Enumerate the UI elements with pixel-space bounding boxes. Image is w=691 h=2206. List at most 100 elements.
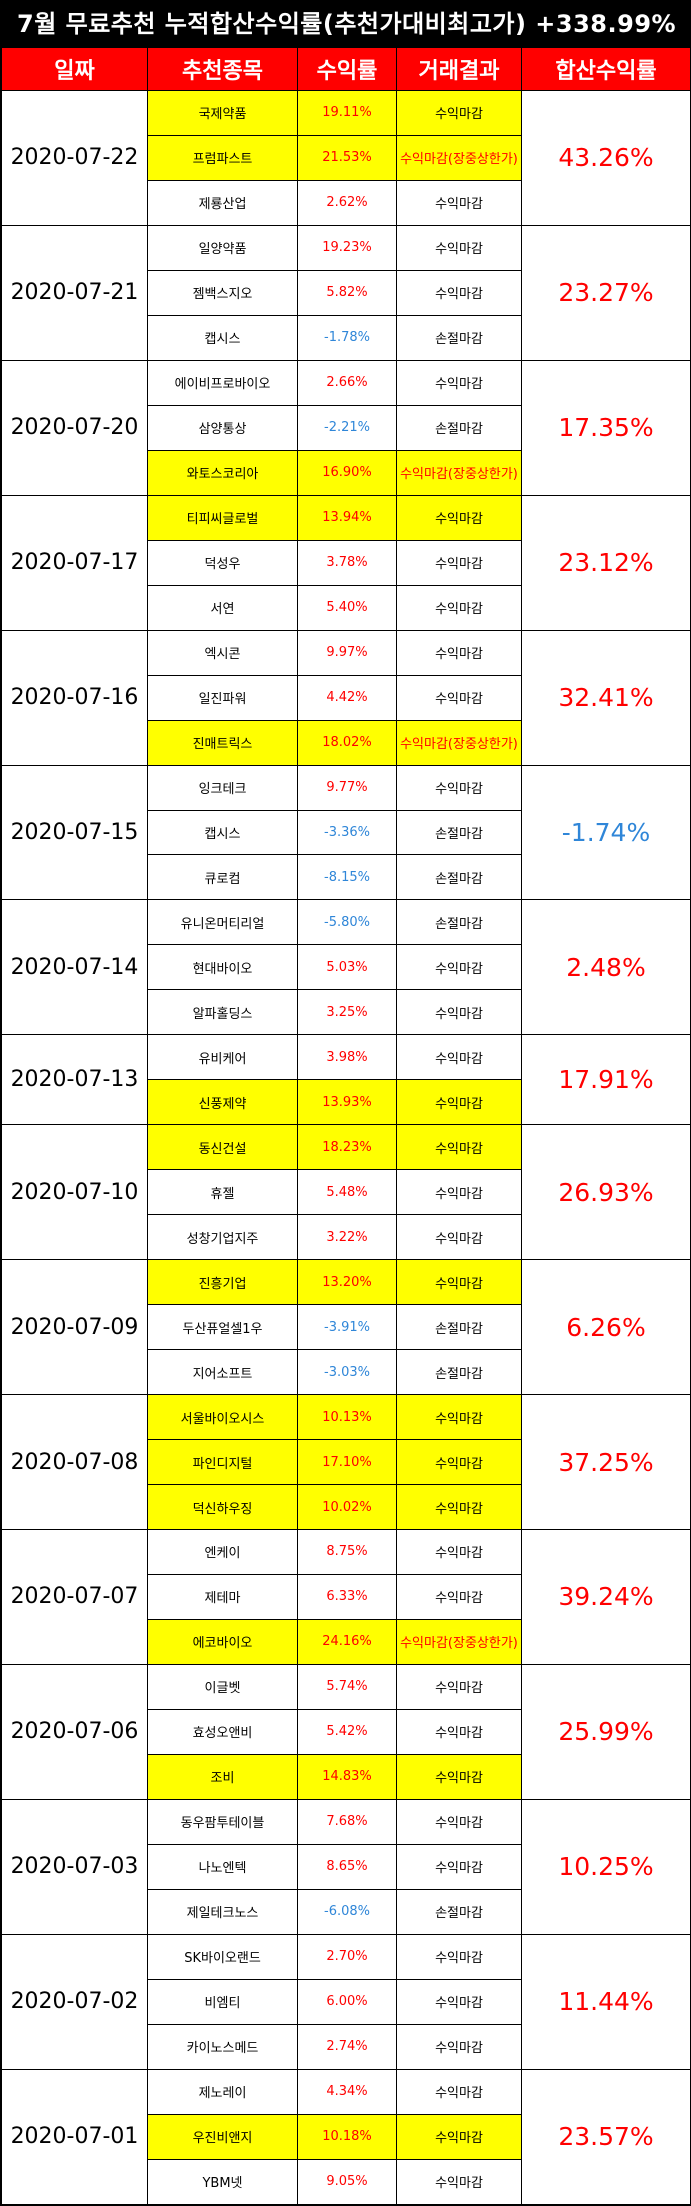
- stock-name: 우진비앤지: [147, 2113, 298, 2160]
- trade-result: 손절마감: [396, 854, 522, 901]
- return-value: -5.80%: [297, 899, 397, 946]
- stock-name: 진매트릭스: [147, 719, 298, 766]
- group-sum: 23.12%: [521, 494, 691, 631]
- table-row: 2020-07-17 티피씨글로벌 13.94% 수익마감 23.12%: [1, 494, 691, 631]
- stock-name: YBM넷: [147, 2158, 298, 2206]
- trade-result: 수익마감: [396, 1439, 522, 1486]
- return-value: 19.23%: [297, 224, 397, 271]
- stock-name: 서울바이오시스: [147, 1394, 298, 1441]
- stock-name: 일양약품: [147, 224, 298, 271]
- table-row: 2020-07-15 잉크테크 9.77% 수익마감 -1.74%: [1, 764, 691, 901]
- return-value: 5.42%: [297, 1708, 397, 1755]
- header-date: 일짜: [1, 47, 148, 91]
- trade-result: 수익마감: [396, 1573, 522, 1620]
- return-value: 2.74%: [297, 2023, 397, 2070]
- group-date: 2020-07-20: [1, 359, 148, 496]
- trade-result: 손절마감: [396, 314, 522, 361]
- trade-result: 손절마감: [396, 1304, 522, 1351]
- stock-name: 나노엔텍: [147, 1843, 298, 1890]
- trade-result: 수익마감: [396, 1753, 522, 1800]
- trade-result: 수익마감(장중상한가): [396, 449, 522, 496]
- return-value: 24.16%: [297, 1618, 397, 1665]
- header-result: 거래결과: [396, 47, 522, 91]
- trade-result: 수익마감: [396, 1034, 522, 1081]
- return-value: 16.90%: [297, 449, 397, 496]
- stock-name: 유비케어: [147, 1034, 298, 1081]
- group-sum: 17.91%: [521, 1034, 691, 1126]
- group-sum: -1.74%: [521, 764, 691, 901]
- stock-name: 캡시스: [147, 314, 298, 361]
- return-value: 21.53%: [297, 134, 397, 181]
- return-value: 10.13%: [297, 1394, 397, 1441]
- trade-result: 수익마감: [396, 2068, 522, 2115]
- return-value: -8.15%: [297, 854, 397, 901]
- table-row: 효성오앤비 5.42% 수익마감: [2, 1708, 691, 1755]
- stock-name: 프럼파스트: [147, 134, 298, 181]
- return-value: 8.65%: [297, 1843, 397, 1890]
- return-value: 5.40%: [297, 584, 397, 631]
- stock-name: 엔케이: [147, 1529, 298, 1575]
- table-row: 2020-07-16 엑시콘 9.97% 수익마감 32.41%: [1, 629, 691, 766]
- return-value: 13.94%: [297, 494, 397, 541]
- table-row: 일진파워 4.42% 수익마감: [2, 674, 691, 721]
- trade-result: 수익마감: [396, 1484, 522, 1530]
- group-date: 2020-07-16: [1, 629, 148, 766]
- return-value: 5.82%: [297, 269, 397, 316]
- table-row: 2020-07-03 동우팜투테이블 7.68% 수익마감 10.25%: [1, 1798, 691, 1935]
- stock-name: 덕신하우징: [147, 1484, 298, 1530]
- trade-result: 수익마감: [396, 359, 522, 406]
- group-sum: 6.26%: [521, 1259, 691, 1396]
- stock-name: 젬백스지오: [147, 269, 298, 316]
- stock-name: 에코바이오: [147, 1618, 298, 1665]
- group-sum: 43.26%: [521, 90, 691, 226]
- table-row: 삼양통상 -2.21% 손절마감: [2, 404, 691, 451]
- table-row: 2020-07-10 동신건설 18.23% 수익마감 26.93%: [1, 1124, 691, 1261]
- table-row: 2020-07-22 국제약품 19.11% 수익마감 43.26%: [1, 90, 691, 226]
- stock-name: 두산퓨얼셀1우: [147, 1304, 298, 1351]
- return-value: 13.20%: [297, 1259, 397, 1306]
- return-value: -1.78%: [297, 314, 397, 361]
- group-sum: 10.25%: [521, 1798, 691, 1935]
- stock-name: 신풍제약: [147, 1079, 298, 1126]
- return-value: 3.78%: [297, 539, 397, 586]
- table-row: 지어소프트 -3.03% 손절마감: [2, 1349, 691, 1396]
- table-row: 2020-07-01 제노레이 4.34% 수익마감 23.57%: [1, 2068, 691, 2206]
- table-row: 젬백스지오 5.82% 수익마감: [2, 269, 691, 316]
- trade-result: 수익마감: [396, 764, 522, 811]
- group-date: 2020-07-07: [1, 1529, 148, 1665]
- group-date: 2020-07-21: [1, 224, 148, 361]
- return-value: 10.02%: [297, 1484, 397, 1530]
- return-value: 8.75%: [297, 1529, 397, 1575]
- return-value: -6.08%: [297, 1888, 397, 1935]
- table-row: 2020-07-14 유니온머티리얼 -5.80% 손절마감 2.48%: [1, 899, 691, 1036]
- table-row: 제일테크노스 -6.08% 손절마감: [2, 1888, 691, 1935]
- group-date: 2020-07-13: [1, 1034, 148, 1126]
- trade-result: 수익마감: [396, 1259, 522, 1306]
- group-date: 2020-07-03: [1, 1798, 148, 1935]
- table-row: 현대바이오 5.03% 수익마감: [2, 944, 691, 991]
- group-sum: 26.93%: [521, 1124, 691, 1261]
- return-value: 14.83%: [297, 1753, 397, 1800]
- table-row: 덕성우 3.78% 수익마감: [2, 539, 691, 586]
- return-value: 3.22%: [297, 1214, 397, 1261]
- results-table: 일짜 추천종목 수익률 거래결과 합산수익률 2020-07-22 국제약품 19.…: [1, 47, 691, 2206]
- stock-name: 휴젤: [147, 1169, 298, 1216]
- trade-result: 수익마감: [396, 1798, 522, 1845]
- return-value: 3.98%: [297, 1034, 397, 1081]
- table-row: 제룡산업 2.62% 수익마감: [2, 179, 691, 226]
- table-row: 캡시스 -3.36% 손절마감: [2, 809, 691, 856]
- table-row: 성창기업지주 3.22% 수익마감: [2, 1214, 691, 1261]
- trade-result: 수익마감: [396, 179, 522, 226]
- return-value: 4.42%: [297, 674, 397, 721]
- group-sum: 11.44%: [521, 1933, 691, 2070]
- table-row: 2020-07-21 일양약품 19.23% 수익마감 23.27%: [1, 224, 691, 361]
- table-row: 조비 14.83% 수익마감: [2, 1753, 691, 1800]
- return-value: 9.97%: [297, 629, 397, 676]
- return-value: 18.23%: [297, 1124, 397, 1171]
- stock-name: 제일테크노스: [147, 1888, 298, 1935]
- stock-name: 비엠티: [147, 1978, 298, 2025]
- group-date: 2020-07-10: [1, 1124, 148, 1261]
- header-stock: 추천종목: [147, 47, 298, 91]
- trade-result: 손절마감: [396, 404, 522, 451]
